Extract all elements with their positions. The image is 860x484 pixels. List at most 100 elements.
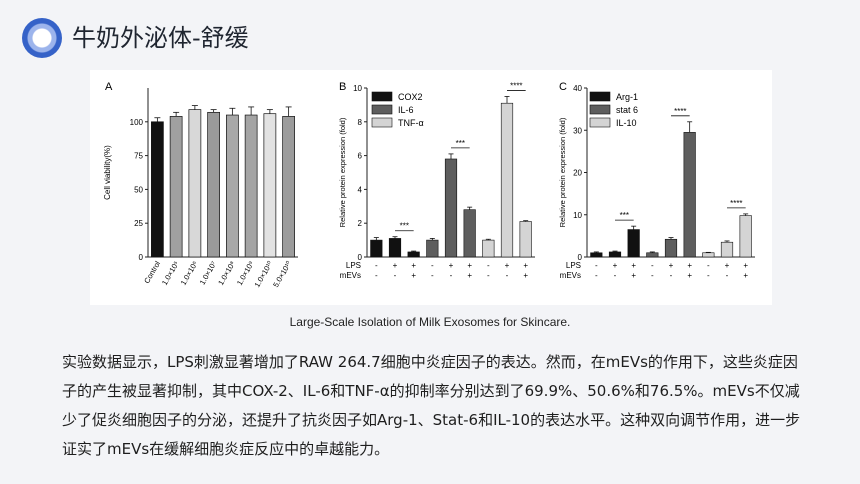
panel-label: C bbox=[559, 81, 567, 93]
x-tick-label: 1.0×10⁶ bbox=[179, 260, 200, 287]
bar bbox=[463, 209, 476, 258]
figure-panel: A 0 25 50 75 100 Cell viability(%) Control 1.0×1… bbox=[90, 70, 772, 305]
bar bbox=[444, 158, 458, 258]
lps-sign: + bbox=[505, 261, 510, 270]
lps-sign: + bbox=[613, 261, 618, 270]
y-tick-label: 75 bbox=[134, 152, 143, 161]
panel-label: A bbox=[105, 81, 113, 93]
y-tick-label: 40 bbox=[573, 84, 582, 93]
y-tick-label: 2 bbox=[358, 219, 363, 228]
mevs-sign: - bbox=[394, 271, 397, 280]
bar bbox=[608, 251, 622, 258]
mevs-sign: - bbox=[431, 271, 434, 280]
y-tick-label: 30 bbox=[573, 126, 582, 135]
significance-label: *** bbox=[456, 139, 465, 148]
bar bbox=[169, 116, 183, 258]
body-paragraph: 实验数据显示，LPS刺激显著增加了RAW 264.7细胞中炎症因子的表达。然而，… bbox=[62, 353, 801, 458]
y-tick-label: 100 bbox=[130, 118, 144, 127]
x-tick-label: 5.0×10¹⁰ bbox=[271, 260, 293, 289]
bar bbox=[426, 239, 439, 258]
legend-label: COX2 bbox=[398, 92, 423, 102]
bar bbox=[500, 102, 514, 258]
significance-label: **** bbox=[510, 81, 522, 90]
y-tick-label: 4 bbox=[358, 185, 363, 194]
bar bbox=[627, 229, 640, 258]
mevs-sign: - bbox=[726, 271, 729, 280]
y-tick-label: 50 bbox=[134, 185, 143, 194]
mevs-sign: - bbox=[450, 271, 453, 280]
mevs-sign: - bbox=[614, 271, 617, 280]
mevs-sign: + bbox=[687, 271, 692, 280]
significance-label: **** bbox=[674, 107, 686, 116]
mevs-sign: + bbox=[467, 271, 472, 280]
significance-label: **** bbox=[730, 199, 742, 208]
legend-label: stat 6 bbox=[616, 105, 638, 115]
bar bbox=[664, 238, 678, 258]
bar bbox=[720, 241, 734, 258]
legend-swatch bbox=[589, 104, 611, 115]
lps-sign: + bbox=[393, 261, 398, 270]
bar bbox=[282, 116, 295, 258]
row-label-mevs: mEVs bbox=[340, 271, 361, 280]
mevs-sign: - bbox=[595, 271, 598, 280]
legend-swatch bbox=[589, 117, 611, 128]
mevs-sign: - bbox=[375, 271, 378, 280]
mevs-sign: - bbox=[707, 271, 710, 280]
legend-swatch bbox=[589, 91, 611, 102]
lps-sign: + bbox=[725, 261, 730, 270]
legend-swatch bbox=[371, 117, 393, 128]
lps-sign: + bbox=[687, 261, 692, 270]
mevs-sign: + bbox=[411, 271, 416, 280]
row-label-lps: LPS bbox=[346, 261, 361, 270]
significance-label: *** bbox=[620, 211, 629, 220]
mevs-sign: + bbox=[631, 271, 636, 280]
lps-sign: + bbox=[669, 261, 674, 270]
bar bbox=[702, 252, 715, 258]
y-tick-label: 0 bbox=[358, 253, 363, 262]
y-tick-label: 6 bbox=[358, 152, 363, 161]
legend-swatch bbox=[371, 91, 393, 102]
panel-label: B bbox=[339, 81, 346, 93]
legend-swatch bbox=[371, 104, 393, 115]
y-axis-label: Relative protein expression (fold) bbox=[338, 117, 347, 227]
bar bbox=[244, 114, 258, 258]
legend-label: Arg-1 bbox=[616, 92, 638, 102]
y-tick-label: 10 bbox=[353, 84, 362, 93]
bar bbox=[739, 215, 752, 258]
bar bbox=[683, 132, 696, 258]
y-tick-label: 0 bbox=[578, 253, 583, 262]
bar bbox=[207, 111, 220, 258]
bar bbox=[188, 109, 202, 258]
lps-sign: + bbox=[467, 261, 472, 270]
page-title: 牛奶外泌体-舒缓 bbox=[72, 24, 249, 52]
logo-icon bbox=[22, 18, 62, 58]
lps-sign: - bbox=[431, 261, 434, 270]
y-tick-label: 10 bbox=[573, 211, 582, 220]
x-tick-label: Control bbox=[142, 259, 162, 285]
bar bbox=[151, 121, 164, 258]
y-axis-label: Relative protein expression (fold) bbox=[558, 117, 567, 227]
legend-label: TNF-α bbox=[398, 118, 424, 128]
row-label-lps: LPS bbox=[566, 261, 581, 270]
bar bbox=[482, 239, 495, 258]
mevs-sign: - bbox=[487, 271, 490, 280]
mevs-sign: + bbox=[523, 271, 528, 280]
bar bbox=[590, 252, 603, 258]
bar bbox=[646, 252, 659, 258]
bar bbox=[519, 221, 532, 258]
row-label-mevs: mEVs bbox=[560, 271, 581, 280]
y-tick-label: 20 bbox=[573, 169, 582, 178]
y-tick-label: 0 bbox=[139, 253, 144, 262]
y-tick-label: 8 bbox=[358, 118, 363, 127]
y-tick-label: 25 bbox=[134, 219, 143, 228]
bar bbox=[370, 239, 383, 258]
mevs-sign: - bbox=[651, 271, 654, 280]
legend-label: IL-6 bbox=[398, 105, 414, 115]
figure-caption: Large-Scale Isolation of Milk Exosomes f… bbox=[289, 315, 571, 329]
mevs-sign: + bbox=[743, 271, 748, 280]
legend-label: IL-10 bbox=[616, 118, 637, 128]
lps-sign: - bbox=[651, 261, 654, 270]
bar bbox=[388, 238, 402, 258]
mevs-sign: - bbox=[506, 271, 509, 280]
bar bbox=[407, 251, 420, 258]
